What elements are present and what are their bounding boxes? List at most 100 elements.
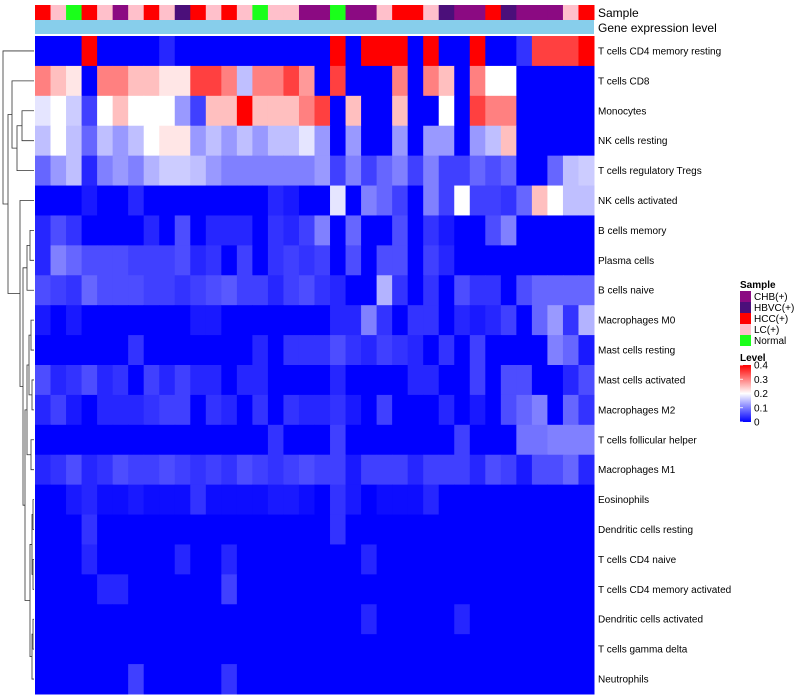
dendrogram-branch: [32, 559, 34, 590]
heatmap-cell: [112, 215, 129, 246]
heatmap-cell: [392, 514, 409, 545]
row-label: B cells naive: [598, 286, 655, 297]
dendrogram-branch: [32, 499, 34, 530]
heatmap-cell: [81, 36, 98, 67]
heatmap-cell: [562, 65, 579, 97]
heatmap-cell: [35, 544, 52, 575]
heatmap-cell: [50, 514, 67, 545]
dendrogram-branch: [29, 230, 34, 261]
heatmap-cell: [81, 544, 98, 575]
heatmap-cell: [361, 514, 378, 545]
heatmap-cell: [267, 394, 284, 426]
heatmap-cell: [252, 185, 269, 216]
legend-level-title: Level: [740, 353, 766, 364]
heatmap-cell: [454, 65, 471, 97]
heatmap-cell: [128, 245, 145, 276]
heatmap-cell: [485, 634, 502, 665]
heatmap-cell: [516, 604, 533, 635]
heatmap-cell: [112, 125, 129, 157]
heatmap-cell: [205, 484, 222, 516]
heatmap-cell: [236, 574, 253, 605]
heatmap-cell: [97, 36, 114, 67]
heatmap-cell: [516, 424, 533, 456]
heatmap-cell: [345, 275, 362, 306]
heatmap-cell: [407, 125, 424, 157]
heatmap-cell: [66, 514, 83, 545]
heatmap-cell: [392, 394, 409, 426]
heatmap-cell: [469, 215, 486, 246]
row-label: Neutrophils: [598, 675, 649, 686]
heatmap-cell: [159, 335, 176, 366]
heatmap-cell: [500, 275, 517, 306]
heatmap-cell: [236, 604, 253, 635]
heatmap-cell: [143, 36, 160, 67]
heatmap-cell: [516, 185, 533, 216]
legend-sample-swatch: [740, 324, 751, 335]
heatmap-cell: [298, 574, 315, 605]
row-label: T cells CD4 memory resting: [598, 46, 721, 57]
row-label: B cells memory: [598, 226, 666, 237]
heatmap-cell: [267, 664, 284, 695]
heatmap-cell: [112, 604, 129, 635]
heatmap-cell: [314, 365, 331, 396]
heatmap-cell: [97, 454, 114, 486]
heatmap-cell: [531, 394, 548, 426]
heatmap-cell: [298, 185, 315, 216]
heatmap-cell: [143, 664, 160, 695]
heatmap-cell: [314, 484, 331, 516]
heatmap-cell: [236, 454, 253, 486]
heatmap-cell: [283, 394, 300, 426]
heatmap-cell: [562, 365, 579, 396]
heatmap-cell: [50, 275, 67, 306]
heatmap-cell: [128, 664, 145, 695]
heatmap-cell: [469, 664, 486, 695]
heatmap-cell: [35, 574, 52, 605]
heatmap-cell: [97, 65, 114, 97]
heatmap-cell: [97, 574, 114, 605]
heatmap-cell: [283, 544, 300, 575]
heatmap-cell: [112, 65, 129, 97]
heatmap-cell: [128, 215, 145, 246]
heatmap-cell: [314, 65, 331, 97]
heatmap-cell: [112, 155, 129, 187]
dendrogram-branch: [11, 80, 34, 149]
heatmap-cell: [128, 394, 145, 426]
heatmap-cell: [423, 95, 440, 127]
heatmap-cell: [190, 36, 207, 67]
dendrogram-branch: [16, 125, 34, 171]
row-label: T cells regulatory Tregs: [598, 166, 702, 177]
heatmap-cell: [112, 185, 129, 216]
heatmap-cell: [50, 484, 67, 516]
heatmap-cell: [35, 664, 52, 695]
heatmap-cell: [423, 454, 440, 486]
heatmap-cell: [97, 634, 114, 665]
heatmap-cell: [298, 36, 315, 67]
heatmap-cell: [423, 65, 440, 97]
dendrogram-branch: [24, 409, 30, 601]
heatmap-cell: [485, 65, 502, 97]
sample-annotation-cell: [298, 5, 315, 20]
heatmap-cell: [423, 335, 440, 366]
heatmap-cell: [174, 125, 191, 157]
heatmap-cell: [407, 574, 424, 605]
heatmap-cell: [283, 424, 300, 456]
heatmap-cell: [298, 155, 315, 187]
heatmap-cell: [361, 484, 378, 516]
heatmap-cell: [298, 664, 315, 695]
heatmap-cell: [128, 514, 145, 545]
heatmap-cell: [35, 155, 52, 187]
sample-annotation-cell: [128, 5, 145, 20]
heatmap-cell: [159, 394, 176, 426]
heatmap-cell: [531, 544, 548, 575]
row-label: Eosinophils: [598, 495, 649, 506]
heatmap-cell: [376, 65, 393, 97]
heatmap-cell: [376, 634, 393, 665]
sample-annotation-cell: [50, 5, 67, 20]
heatmap-cell: [454, 664, 471, 695]
heatmap-cell: [345, 634, 362, 665]
heatmap-cell: [500, 514, 517, 545]
heatmap-cell: [81, 424, 98, 456]
heatmap-cell: [190, 394, 207, 426]
heatmap-cell: [423, 514, 440, 545]
